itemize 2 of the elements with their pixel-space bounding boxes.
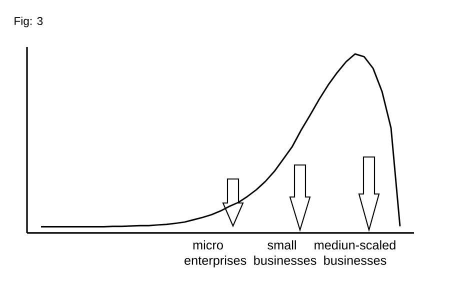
chart-title: Fig: 3 bbox=[14, 16, 43, 28]
text: micro enterprises bbox=[184, 240, 246, 268]
